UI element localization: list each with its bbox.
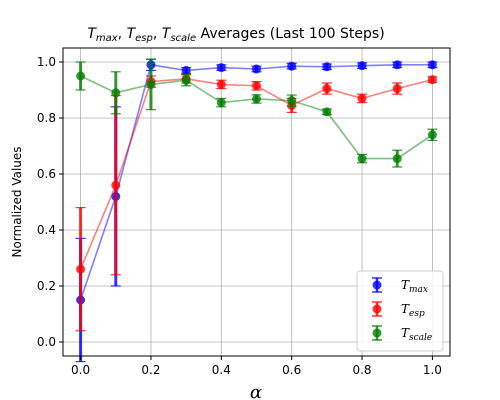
x-tick-label-4: 0.8 <box>352 363 371 377</box>
point-esp-8 <box>357 93 367 103</box>
legend-marker-max <box>372 280 382 290</box>
series-scale <box>75 58 438 168</box>
legend-marker-esp <box>372 304 382 314</box>
title-part-1: max <box>96 33 118 44</box>
title-part-3: T <box>127 26 137 42</box>
legend-item-esp: Tesp <box>372 301 425 319</box>
title-part-0: T <box>87 26 97 42</box>
title-part-2: , <box>118 26 127 42</box>
plot-frame <box>62 47 451 357</box>
point-scale-10 <box>427 130 437 140</box>
point-max-7 <box>322 62 332 72</box>
legend-item-scale: Tscale <box>372 325 432 343</box>
point-esp-5 <box>252 81 261 91</box>
point-max-4 <box>216 63 226 73</box>
y-tick-label-4: 0.8 <box>37 111 56 125</box>
legend-item-max: Tmax <box>372 277 428 295</box>
point-scale-1 <box>111 88 121 98</box>
point-max-3 <box>181 65 191 75</box>
y-tick-label-2: 0.4 <box>37 223 56 237</box>
legend-label-scale: Tscale <box>401 326 432 343</box>
legend-label-max: Tmax <box>401 278 428 295</box>
title-part-5: , <box>153 26 162 42</box>
title-part-7: scale <box>170 33 196 44</box>
title-part-4: esp <box>135 33 153 44</box>
point-esp-9 <box>392 84 402 94</box>
x-tick-label-5: 1.0 <box>423 363 442 377</box>
title-part-8: Averages (Last 100 Steps) <box>196 26 385 42</box>
legend-label-esp: Tesp <box>401 302 425 319</box>
chart-title: Tmax, Tesp, Tscale Averages (Last 100 St… <box>87 26 384 44</box>
y-axis-label: Normalized Values <box>10 146 24 257</box>
x-tick-label-3: 0.6 <box>282 363 301 377</box>
legend-marker-scale <box>372 328 382 338</box>
point-esp-1 <box>111 180 121 190</box>
point-scale-0 <box>76 71 86 81</box>
point-scale-8 <box>357 154 367 164</box>
point-esp-0 <box>76 264 86 274</box>
point-scale-9 <box>392 154 402 164</box>
x-tick-label-0: 0.0 <box>71 363 90 377</box>
point-scale-5 <box>252 94 261 104</box>
x-axis-label: α <box>250 382 262 400</box>
point-max-8 <box>357 61 367 71</box>
point-scale-3 <box>181 75 191 85</box>
point-max-10 <box>427 60 437 70</box>
point-scale-6 <box>287 96 297 106</box>
point-scale-4 <box>216 98 226 108</box>
point-max-6 <box>287 61 297 71</box>
point-max-5 <box>252 64 261 74</box>
series-layer <box>75 58 438 363</box>
y-tick-label-3: 0.6 <box>37 167 56 181</box>
point-scale-2 <box>146 79 156 89</box>
point-esp-7 <box>322 84 332 94</box>
point-esp-10 <box>427 75 437 85</box>
x-tick-label-2: 0.4 <box>212 363 231 377</box>
title-part-6: T <box>162 26 172 42</box>
y-tick-label-0: 0.0 <box>37 335 56 349</box>
point-esp-4 <box>216 79 226 89</box>
x-tick-label-1: 0.2 <box>141 363 160 377</box>
y-tick-label-1: 0.2 <box>37 279 56 293</box>
legend: Tmax Tesp Tscale <box>356 270 444 352</box>
axis-ticks: 0.0 0.2 0.4 0.6 0.8 1.0 0.0 0.2 0.4 0.6 0.8 1.0 <box>37 55 442 377</box>
y-tick-label-5: 1.0 <box>37 55 56 69</box>
point-scale-7 <box>322 107 332 117</box>
point-max-9 <box>392 60 402 70</box>
